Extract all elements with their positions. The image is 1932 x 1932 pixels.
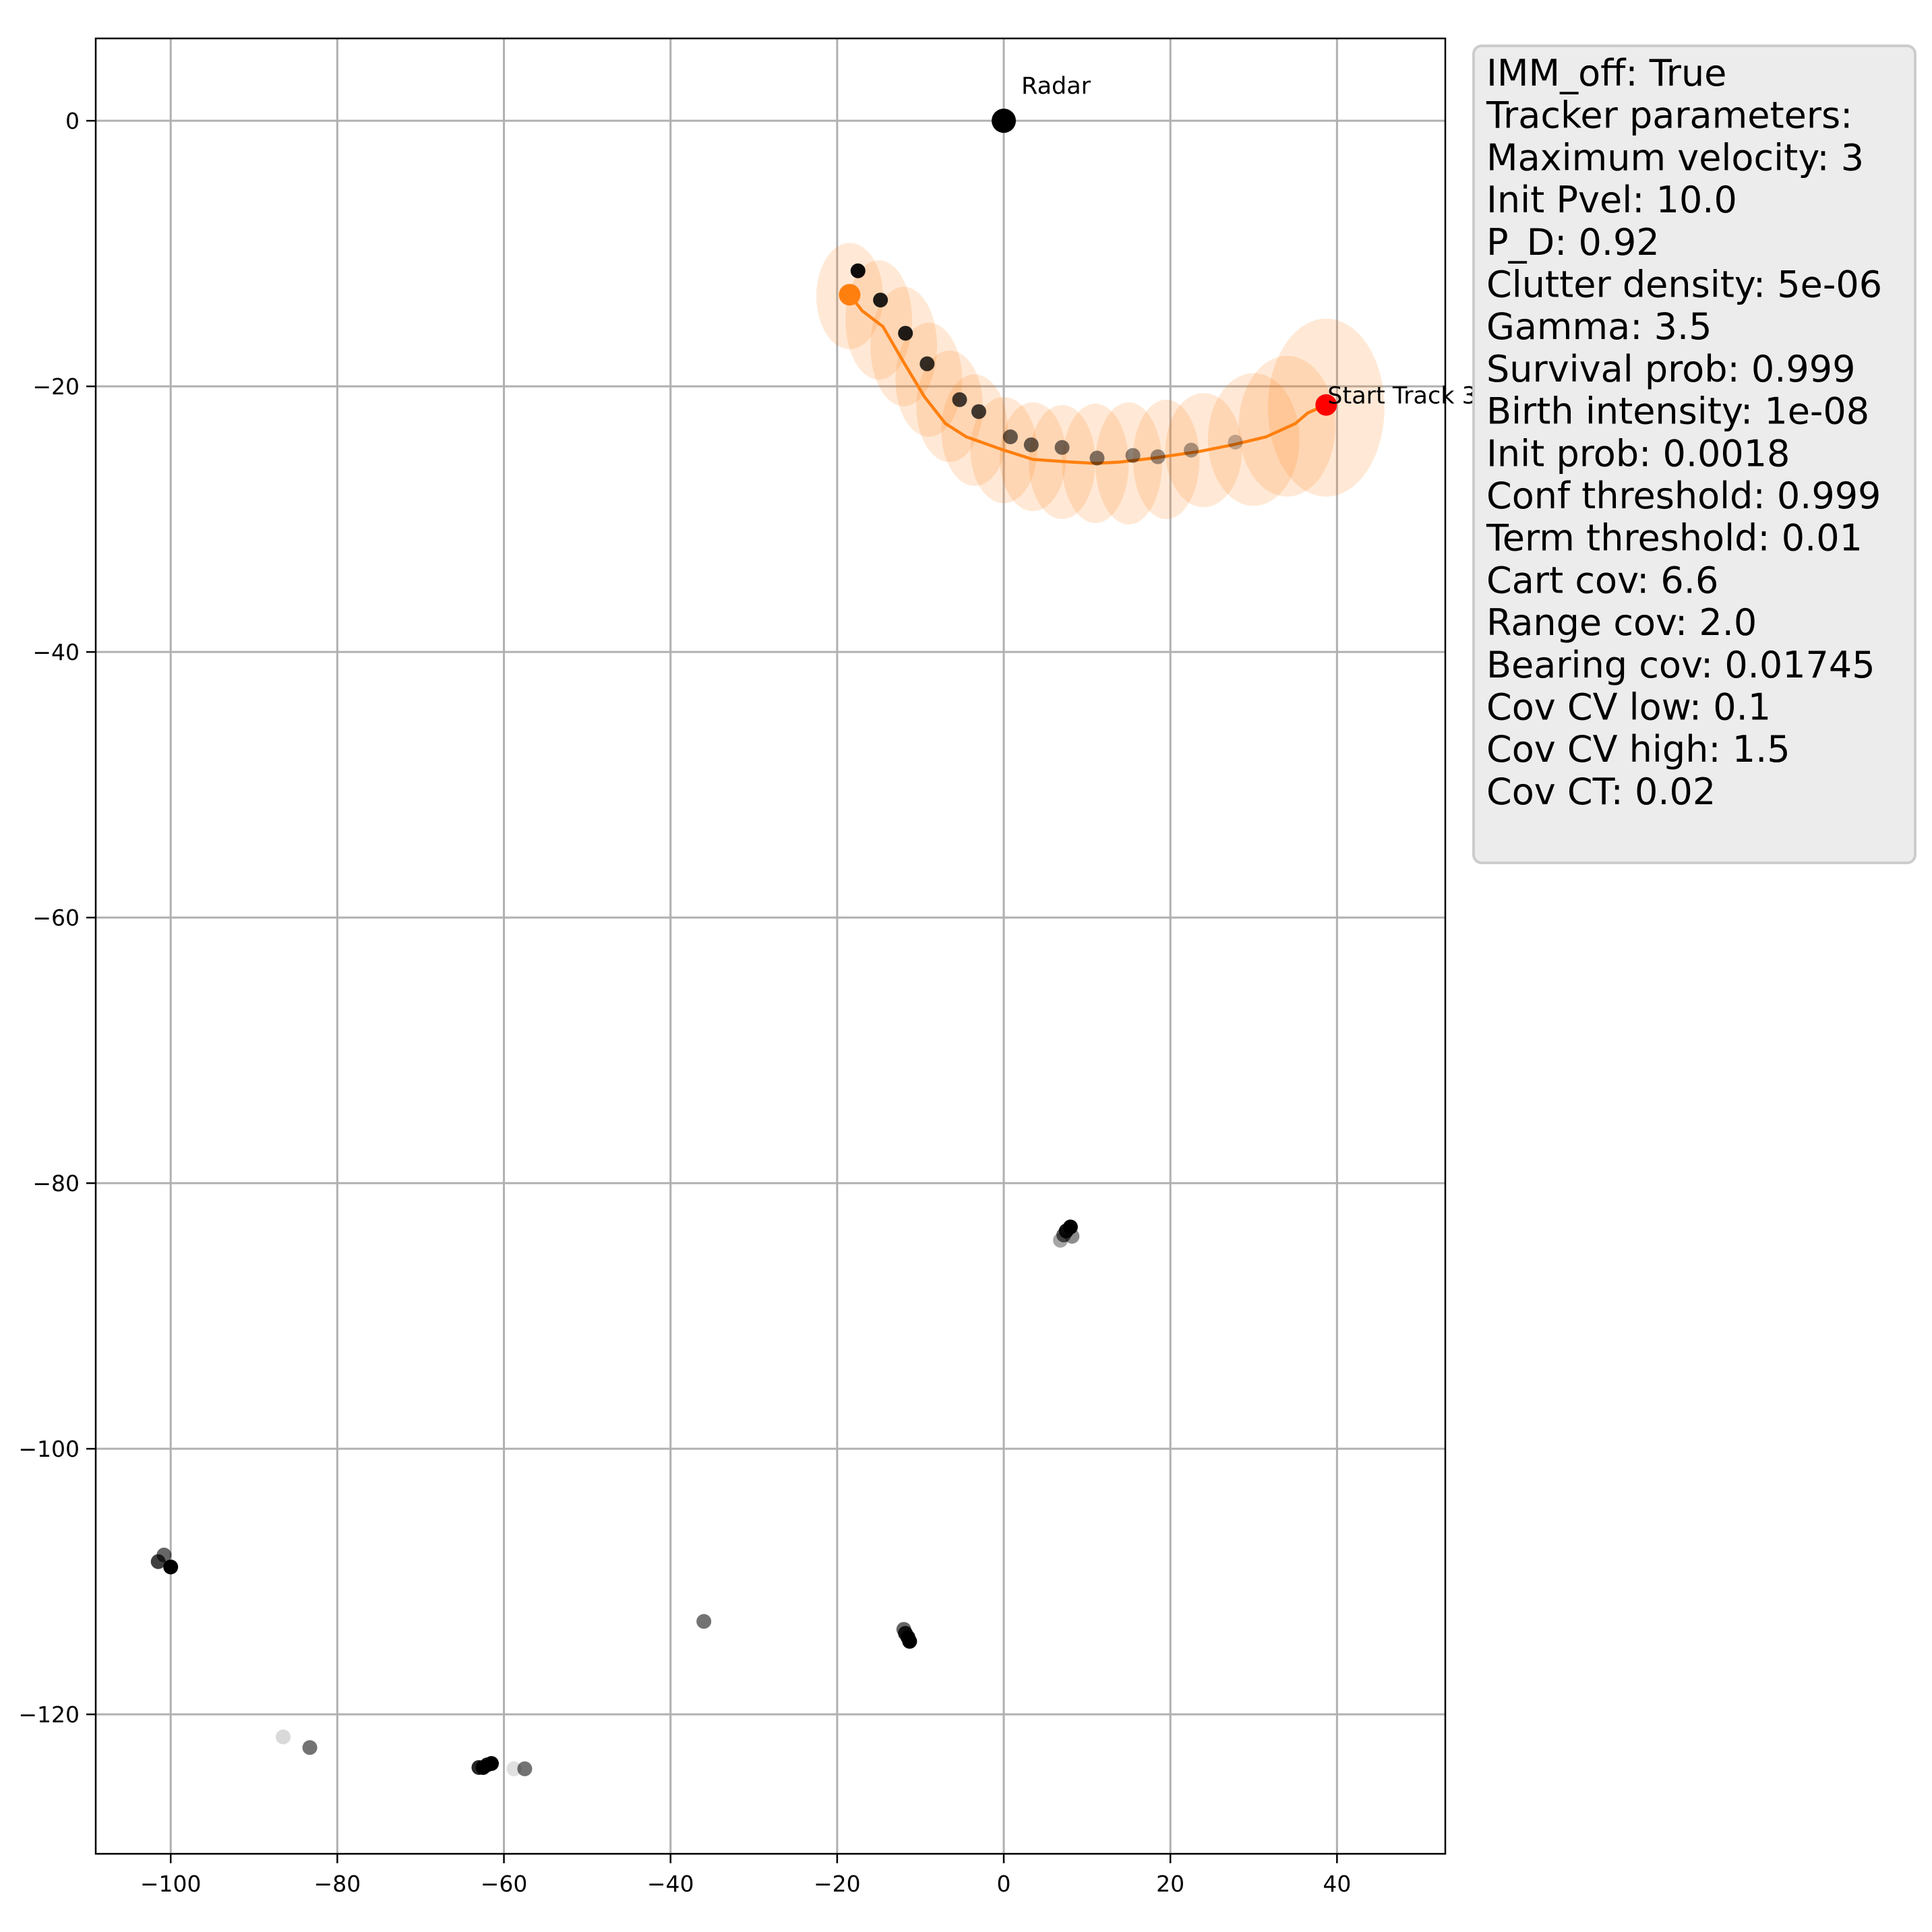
parameter-line-8: Birth intensity: 1e-08 xyxy=(1486,390,1869,433)
parameter-line-12: Cart cov: 6.6 xyxy=(1486,559,1718,601)
measurement-point-4 xyxy=(952,392,967,407)
y-axis-ticks: 0 −20 −40 −60 −80 −100 −120 xyxy=(18,108,96,1728)
x-tick-label-5: 0 xyxy=(997,1871,1011,1897)
parameter-line-0: IMM_off: True xyxy=(1486,52,1726,94)
measurement-point-6 xyxy=(1002,429,1018,445)
y-tick-label-5: −100 xyxy=(18,1436,80,1462)
measurement-point-9 xyxy=(1089,450,1105,466)
covariance-ellipse-11 xyxy=(916,350,984,462)
x-tick-label-3: −40 xyxy=(647,1871,694,1897)
measurement-point-28 xyxy=(302,1740,318,1755)
x-tick-label-2: −60 xyxy=(481,1871,528,1897)
parameter-line-14: Bearing cov: 0.01745 xyxy=(1486,644,1875,686)
covariance-ellipse-12 xyxy=(895,322,963,437)
parameter-line-9: Init prob: 0.0018 xyxy=(1486,432,1790,475)
covariance-ellipse-8 xyxy=(999,402,1066,512)
track-line-group xyxy=(848,293,1327,465)
track-end-marker xyxy=(839,284,861,306)
parameter-line-6: Gamma: 3.5 xyxy=(1486,305,1712,348)
x-tick-label-4: −20 xyxy=(814,1871,861,1897)
y-tick-label-2: −40 xyxy=(32,639,80,665)
measurement-point-8 xyxy=(1054,440,1070,455)
parameter-line-11: Term threshold: 0.01 xyxy=(1486,517,1863,560)
track-start-marker xyxy=(1315,394,1337,416)
parameter-line-16: Cov CV high: 1.5 xyxy=(1486,728,1790,771)
parameter-line-2: Maximum velocity: 3 xyxy=(1486,136,1864,179)
parameter-line-5: Clutter density: 5e-06 xyxy=(1486,264,1882,306)
track-start-label: Start Track 3 xyxy=(1327,383,1477,410)
parameters-box-background xyxy=(1472,44,1916,864)
y-tick-label-1: −20 xyxy=(32,373,80,400)
special-markers: Radar Start Track 3 xyxy=(839,73,1477,416)
parameter-line-17: Cov CT: 0.02 xyxy=(1486,771,1716,813)
measurement-point-27 xyxy=(276,1729,291,1745)
parameter-line-15: Cov CV low: 0.1 xyxy=(1486,686,1771,729)
parameter-line-7: Survival prob: 0.999 xyxy=(1486,348,1855,390)
y-tick-label-6: −120 xyxy=(18,1701,80,1728)
measurement-point-17 xyxy=(1064,1228,1080,1244)
measurement-point-3 xyxy=(919,356,935,371)
measurement-point-33 xyxy=(506,1761,522,1776)
y-tick-label-0: 0 xyxy=(65,108,80,134)
measurement-point-7 xyxy=(1023,437,1039,452)
measurement-point-21 xyxy=(163,1559,179,1575)
measurement-point-16 xyxy=(1056,1227,1072,1242)
covariance-ellipse-13 xyxy=(870,286,938,406)
radar-label: Radar xyxy=(1021,73,1091,100)
measurement-point-13 xyxy=(1228,434,1243,450)
measurement-point-34 xyxy=(517,1761,533,1776)
measurement-point-32 xyxy=(484,1756,500,1772)
parameter-line-3: Init Pvel: 10.0 xyxy=(1486,179,1737,221)
y-tick-label-3: −60 xyxy=(32,905,80,931)
measurement-point-0 xyxy=(850,263,866,278)
grid-lines xyxy=(96,38,1445,1854)
parameter-line-13: Range cov: 2.0 xyxy=(1486,601,1757,644)
covariance-ellipse-5 xyxy=(1095,402,1162,525)
measurement-point-2 xyxy=(898,326,913,341)
radar-marker xyxy=(992,109,1017,133)
parameter-line-10: Conf threshold: 0.999 xyxy=(1486,475,1881,517)
measurement-point-5 xyxy=(971,404,986,419)
measurement-point-20 xyxy=(156,1547,172,1563)
measurement-points xyxy=(150,263,1243,1776)
x-tick-label-0: −100 xyxy=(140,1871,202,1897)
x-tick-label-6: 20 xyxy=(1156,1871,1184,1897)
covariance-ellipse-4 xyxy=(1133,399,1200,520)
plot-frame xyxy=(94,37,1447,1855)
x-tick-label-1: −80 xyxy=(314,1871,361,1897)
measurement-point-22 xyxy=(696,1614,712,1629)
measurement-point-11 xyxy=(1150,449,1166,464)
measurement-point-12 xyxy=(1184,442,1199,458)
measurement-point-10 xyxy=(1125,448,1141,463)
measurement-point-1 xyxy=(873,293,888,308)
parameter-line-1: Tracker parameters: xyxy=(1486,94,1852,137)
measurement-point-18 xyxy=(1053,1232,1068,1248)
measurement-point-26 xyxy=(902,1633,917,1649)
x-tick-label-7: 40 xyxy=(1323,1871,1351,1897)
x-axis-ticks: −100 −80 −60 −40 −20 0 20 40 xyxy=(140,1854,1351,1897)
track-path xyxy=(848,293,1327,465)
parameter-line-4: P_D: 0.92 xyxy=(1486,221,1660,264)
y-tick-label-4: −80 xyxy=(32,1170,80,1197)
